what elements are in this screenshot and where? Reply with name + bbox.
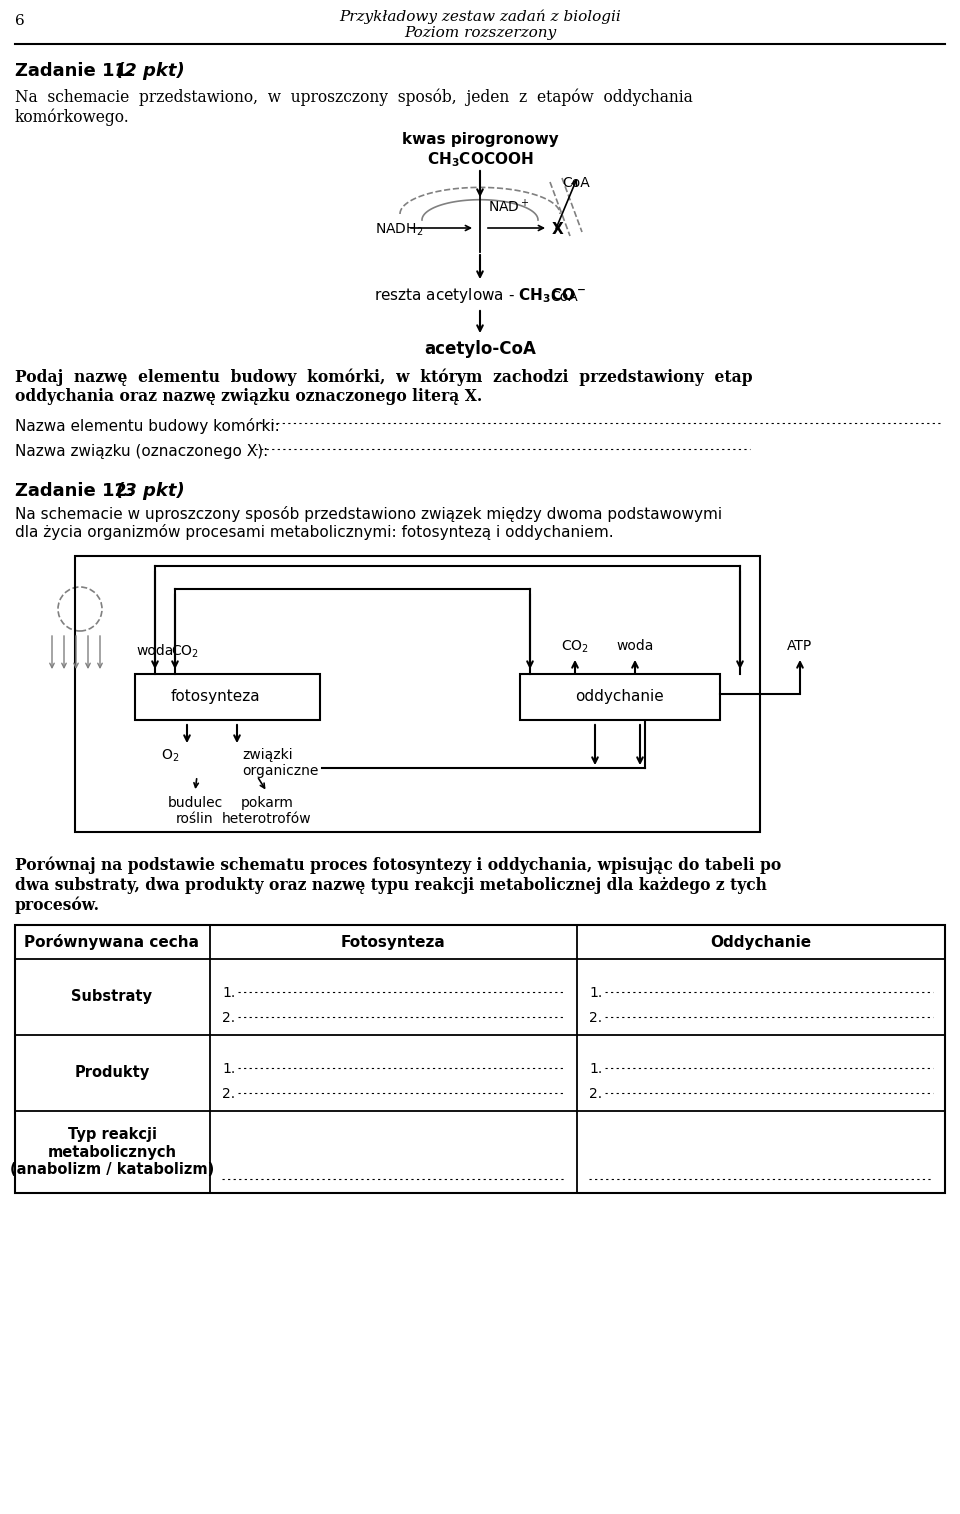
Text: 6: 6 — [15, 14, 25, 27]
Text: heterotrofów: heterotrofów — [222, 812, 312, 827]
Text: X: X — [552, 223, 564, 238]
Text: acetylo-CoA: acetylo-CoA — [424, 341, 536, 357]
Text: CO$_2$: CO$_2$ — [171, 643, 199, 660]
Text: oddychania oraz nazwę związku oznaczonego literą X.: oddychania oraz nazwę związku oznaczoneg… — [15, 388, 482, 406]
Text: budulec: budulec — [167, 796, 223, 810]
Text: reszta acetylowa - $\mathbf{CH_3CO^-}$: reszta acetylowa - $\mathbf{CH_3CO^-}$ — [373, 286, 587, 304]
Text: ATP: ATP — [787, 639, 812, 653]
Text: Typ reakcji
metabolicznych
(anabolizm / katabolizm): Typ reakcji metabolicznych (anabolizm / … — [10, 1126, 214, 1176]
Text: oddychanie: oddychanie — [576, 689, 664, 704]
Text: Substraty: Substraty — [71, 990, 153, 1004]
Text: roślin: roślin — [177, 812, 214, 827]
Text: $\mathbf{CH_3COCOOH}$: $\mathbf{CH_3COCOOH}$ — [426, 150, 534, 168]
Text: Nazwa związku (oznaczonego X):: Nazwa związku (oznaczonego X): — [15, 444, 268, 459]
Text: Na  schemacie  przedstawiono,  w  uproszczony  sposób,  jeden  z  etapów  oddych: Na schemacie przedstawiono, w uproszczon… — [15, 88, 693, 106]
Text: CO$_2$: CO$_2$ — [561, 639, 589, 656]
Bar — [135, 674, 320, 721]
Bar — [15, 925, 945, 1193]
Text: Na schemacie w uproszczony sposób przedstawiono związek między dwoma podstawowym: Na schemacie w uproszczony sposób przeds… — [15, 506, 722, 522]
Text: Porównywana cecha: Porównywana cecha — [25, 934, 200, 949]
Text: Zadanie 12.: Zadanie 12. — [15, 481, 133, 500]
Text: (2 pkt): (2 pkt) — [116, 62, 184, 80]
Text: (3 pkt): (3 pkt) — [116, 481, 184, 500]
Text: 1.: 1. — [222, 1061, 235, 1076]
Text: O$_2$: O$_2$ — [160, 748, 179, 765]
Text: 1.: 1. — [589, 986, 602, 1001]
Text: CoA: CoA — [562, 176, 589, 189]
Text: procesów.: procesów. — [15, 896, 100, 914]
Text: dwa substraty, dwa produkty oraz nazwę typu reakcji metabolicznej dla każdego z : dwa substraty, dwa produkty oraz nazwę t… — [15, 877, 767, 893]
Text: CoA: CoA — [550, 291, 578, 304]
Text: 2.: 2. — [222, 1011, 235, 1025]
Text: komórkowego.: komórkowego. — [15, 107, 130, 126]
Text: Porównaj na podstawie schematu proces fotosyntezy i oddychania, wpisując do tabe: Porównaj na podstawie schematu proces fo… — [15, 857, 781, 875]
Bar — [520, 674, 720, 721]
Text: fotosynteza: fotosynteza — [170, 689, 260, 704]
Text: kwas pirogronowy: kwas pirogronowy — [401, 132, 559, 147]
Text: Fotosynteza: Fotosynteza — [341, 934, 445, 949]
Text: 2.: 2. — [222, 1087, 235, 1101]
Text: Oddychanie: Oddychanie — [710, 934, 811, 949]
Text: organiczne: organiczne — [242, 765, 319, 778]
Text: Zadanie 11.: Zadanie 11. — [15, 62, 133, 80]
Text: 2.: 2. — [589, 1087, 602, 1101]
Text: 1.: 1. — [222, 986, 235, 1001]
Text: związki: związki — [242, 748, 293, 762]
Text: NAD$^+$: NAD$^+$ — [488, 198, 530, 215]
Text: dla życia organizmów procesami metabolicznymi: fotosyntezą i oddychaniem.: dla życia organizmów procesami metabolic… — [15, 524, 613, 540]
Text: woda: woda — [616, 639, 654, 653]
Text: 2.: 2. — [589, 1011, 602, 1025]
Bar — [75, 556, 760, 833]
Text: Przykładowy zestaw zadań z biologii: Przykładowy zestaw zadań z biologii — [339, 11, 621, 24]
Text: Podaj  nazwę  elementu  budowy  komórki,  w  którym  zachodzi  przedstawiony  et: Podaj nazwę elementu budowy komórki, w k… — [15, 368, 753, 386]
Text: Nazwa elementu budowy komórki:: Nazwa elementu budowy komórki: — [15, 418, 279, 435]
Text: 1.: 1. — [589, 1061, 602, 1076]
Text: woda: woda — [136, 643, 174, 659]
Text: NADH$_2$: NADH$_2$ — [375, 223, 423, 238]
Text: pokarm: pokarm — [241, 796, 294, 810]
Text: Poziom rozszerzony: Poziom rozszerzony — [404, 26, 556, 39]
Text: Produkty: Produkty — [74, 1066, 150, 1081]
